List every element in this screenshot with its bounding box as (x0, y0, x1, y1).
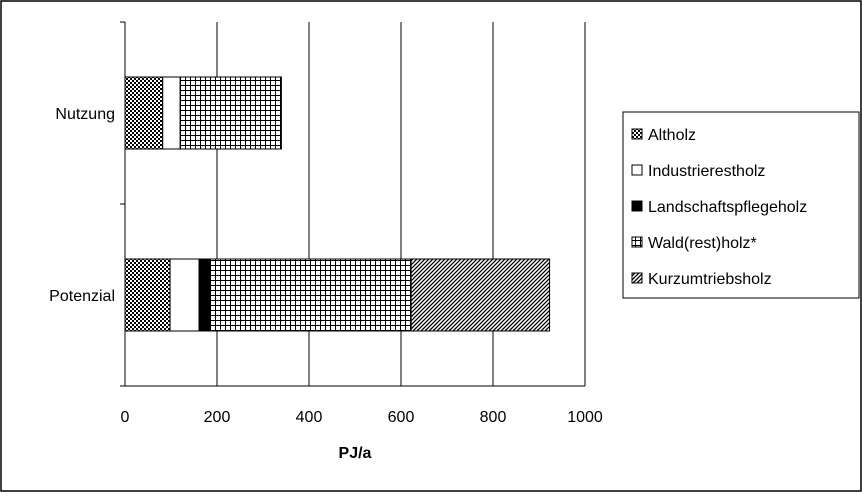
x-tick-label: 0 (121, 409, 130, 426)
legend-label: Landschaftspflegeholz (648, 199, 807, 216)
legend-swatch (631, 200, 643, 212)
legend-label: Industrierestholz (648, 163, 765, 180)
bar-segment (162, 76, 181, 150)
legend-box (622, 111, 860, 299)
x-tick-label: 600 (388, 409, 415, 426)
labels: 0 200 400 600 800 1000 Nutzung Potenzial PJ/a (49, 106, 603, 462)
legend-label: Kurzumtriebsholz (648, 271, 772, 288)
y-category-label: Potenzial (49, 288, 115, 305)
bar-segment (124, 76, 164, 150)
bar-segment (124, 258, 171, 332)
x-tick-label: 200 (204, 409, 231, 426)
legend-swatch (631, 236, 643, 248)
x-axis-title: PJ/a (339, 445, 372, 462)
legend: Altholz Industrierestholz Landschaftspfleg… (622, 111, 860, 299)
x-tick-label: 400 (296, 409, 323, 426)
x-tick-label: 1000 (567, 409, 603, 426)
legend-swatch (631, 128, 643, 140)
bar-segment (410, 258, 551, 332)
legend-label: Wald(rest)holz* (648, 235, 757, 252)
y-category-label: Nutzung (55, 106, 115, 123)
bar-segment (169, 258, 200, 332)
legend-swatch (631, 164, 643, 176)
x-tick-label: 800 (480, 409, 507, 426)
legend-label: Altholz (648, 127, 696, 144)
bars (124, 76, 551, 332)
bar-segment (209, 258, 412, 332)
bar-segment (198, 258, 211, 332)
legend-swatch (631, 272, 643, 284)
bar-segment (179, 76, 282, 150)
